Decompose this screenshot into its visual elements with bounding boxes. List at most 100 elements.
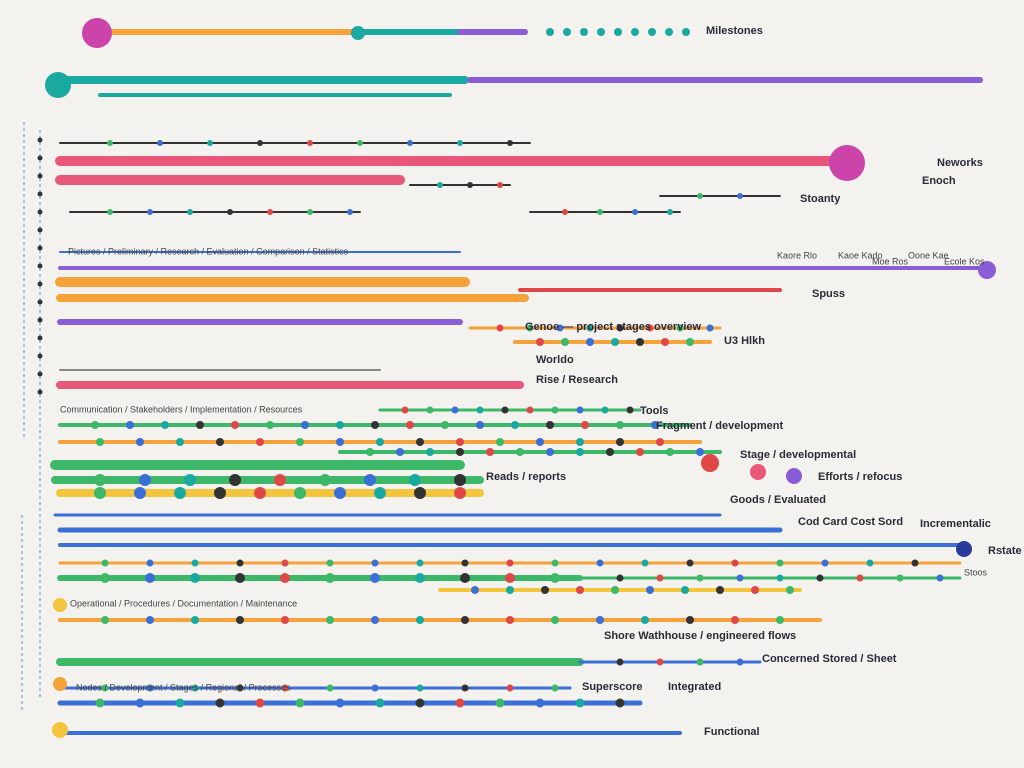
node bbox=[37, 209, 43, 215]
node bbox=[255, 698, 265, 708]
label: Ecole Kos bbox=[944, 256, 985, 266]
node bbox=[52, 722, 68, 738]
node bbox=[506, 559, 514, 567]
node bbox=[686, 338, 694, 346]
node bbox=[139, 474, 151, 486]
label: Shore Wathhouse / engineered flows bbox=[604, 630, 796, 642]
node bbox=[407, 140, 413, 146]
node bbox=[371, 684, 379, 692]
node bbox=[351, 26, 365, 40]
node bbox=[636, 338, 644, 346]
node bbox=[706, 324, 714, 332]
node bbox=[546, 28, 554, 36]
node bbox=[176, 438, 184, 446]
node bbox=[716, 586, 724, 594]
node bbox=[37, 191, 43, 197]
node bbox=[816, 574, 824, 582]
node bbox=[511, 421, 519, 429]
node bbox=[776, 574, 784, 582]
node bbox=[294, 487, 306, 499]
node bbox=[426, 406, 434, 414]
node bbox=[456, 438, 464, 446]
node bbox=[616, 574, 624, 582]
node bbox=[231, 421, 239, 429]
node bbox=[295, 698, 305, 708]
node bbox=[696, 448, 704, 456]
node bbox=[455, 698, 465, 708]
node bbox=[191, 616, 199, 624]
node bbox=[576, 438, 584, 446]
node bbox=[597, 209, 603, 215]
node bbox=[457, 140, 463, 146]
label: Concerned Stored / Sheet bbox=[762, 653, 897, 665]
node bbox=[96, 438, 104, 446]
node bbox=[665, 28, 673, 36]
node bbox=[414, 487, 426, 499]
node bbox=[454, 487, 466, 499]
node bbox=[596, 616, 604, 624]
node bbox=[505, 573, 515, 583]
node bbox=[326, 684, 334, 692]
node bbox=[506, 586, 514, 594]
node bbox=[616, 324, 624, 332]
label: Rise / Research bbox=[536, 374, 618, 386]
label: Kaoe Kado bbox=[838, 250, 883, 260]
node bbox=[266, 421, 274, 429]
node bbox=[257, 140, 263, 146]
node bbox=[101, 684, 109, 692]
node bbox=[546, 448, 554, 456]
node bbox=[651, 421, 659, 429]
node bbox=[235, 573, 245, 583]
node bbox=[334, 487, 346, 499]
note: Nodes / Development / Stages / Regional … bbox=[76, 682, 291, 692]
node bbox=[632, 209, 638, 215]
node bbox=[37, 245, 43, 251]
node bbox=[506, 616, 514, 624]
node bbox=[461, 616, 469, 624]
node bbox=[227, 209, 233, 215]
node bbox=[347, 209, 353, 215]
node bbox=[601, 406, 609, 414]
node bbox=[896, 574, 904, 582]
node bbox=[175, 698, 185, 708]
node bbox=[82, 18, 112, 48]
node bbox=[37, 281, 43, 287]
node bbox=[416, 616, 424, 624]
node bbox=[786, 586, 794, 594]
label: Tools bbox=[640, 405, 669, 417]
node bbox=[580, 28, 588, 36]
node bbox=[307, 140, 313, 146]
node bbox=[686, 559, 694, 567]
node bbox=[476, 421, 484, 429]
node bbox=[416, 559, 424, 567]
node bbox=[326, 616, 334, 624]
node bbox=[37, 155, 43, 161]
node bbox=[426, 448, 434, 456]
label: Kaore Rlo bbox=[777, 250, 817, 260]
label: Oone Kae bbox=[908, 250, 949, 260]
node bbox=[45, 72, 71, 98]
node bbox=[626, 406, 634, 414]
node bbox=[496, 438, 504, 446]
label: Efforts / refocus bbox=[818, 471, 902, 483]
node bbox=[254, 487, 266, 499]
node bbox=[214, 487, 226, 499]
node bbox=[336, 438, 344, 446]
node bbox=[786, 468, 802, 484]
node bbox=[415, 573, 425, 583]
node bbox=[441, 421, 449, 429]
node bbox=[636, 448, 644, 456]
note: Communication / Stakeholders / Implement… bbox=[60, 404, 303, 414]
node bbox=[666, 448, 674, 456]
note: Operational / Procedures / Documentation… bbox=[70, 598, 297, 608]
node bbox=[737, 193, 743, 199]
node bbox=[736, 574, 744, 582]
node bbox=[596, 559, 604, 567]
node bbox=[146, 559, 154, 567]
node bbox=[467, 182, 473, 188]
node bbox=[267, 209, 273, 215]
label: Spuss bbox=[812, 288, 845, 300]
node bbox=[454, 474, 466, 486]
node bbox=[371, 559, 379, 567]
node bbox=[611, 586, 619, 594]
